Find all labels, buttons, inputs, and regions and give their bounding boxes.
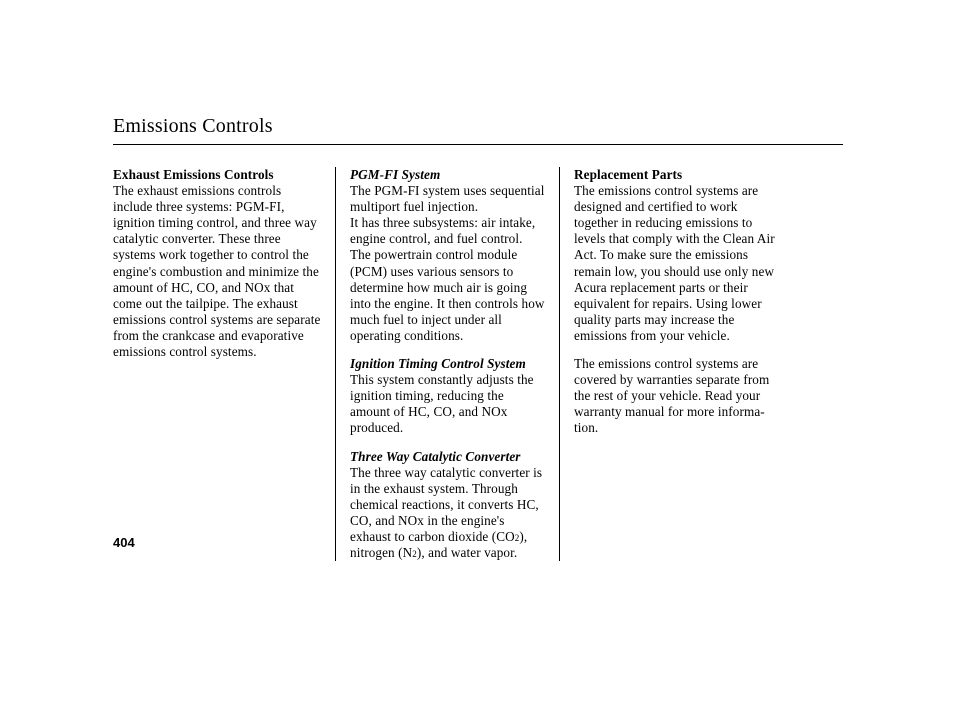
page-content: Emissions Controls Exhaust Emissions Con… xyxy=(113,115,843,561)
column-2: PGM-FI System The PGM-FI system uses seq… xyxy=(335,167,559,561)
title-rule xyxy=(113,144,843,145)
exhaust-heading: Exhaust Emissions Controls xyxy=(113,167,274,182)
warranty-body: The emissions control systems are covere… xyxy=(574,356,769,435)
column-1: Exhaust Emissions Controls The exhaust e… xyxy=(113,167,335,561)
pgmfi-heading: PGM-FI System xyxy=(350,167,545,183)
pgmfi-body-b: It has three subsystems: air intake, eng… xyxy=(350,215,545,343)
ignition-section: Ignition Timing Control System This syst… xyxy=(350,356,545,436)
replacement-body-1: The emissions control systems are design… xyxy=(574,183,775,343)
replacement-heading: Replacement Parts xyxy=(574,167,682,182)
catalytic-body-c: ), and water vapor. xyxy=(417,545,517,560)
replacement-section: Replacement Parts The emissions control … xyxy=(574,167,783,344)
column-3: Replacement Parts The emissions control … xyxy=(559,167,783,561)
ignition-body: This system constantly adjusts the ignit… xyxy=(350,372,534,435)
catalytic-body-a: The three way catalytic converter is in … xyxy=(350,465,542,544)
page-number: 404 xyxy=(113,535,135,550)
warranty-section: The emissions control systems are covere… xyxy=(574,356,783,436)
page-title: Emissions Controls xyxy=(113,115,843,138)
catalytic-heading: Three Way Catalytic Converter xyxy=(350,449,545,465)
exhaust-body: The exhaust emissions controls include t… xyxy=(113,183,320,359)
pgmfi-section: PGM-FI System The PGM-FI system uses seq… xyxy=(350,167,545,344)
exhaust-section: Exhaust Emissions Controls The exhaust e… xyxy=(113,167,321,360)
ignition-heading: Ignition Timing Control System xyxy=(350,356,545,372)
pgmfi-body-a: The PGM-FI system uses sequential multip… xyxy=(350,183,545,214)
columns-container: Exhaust Emissions Controls The exhaust e… xyxy=(113,167,843,561)
catalytic-section: Three Way Catalytic Converter The three … xyxy=(350,449,545,562)
